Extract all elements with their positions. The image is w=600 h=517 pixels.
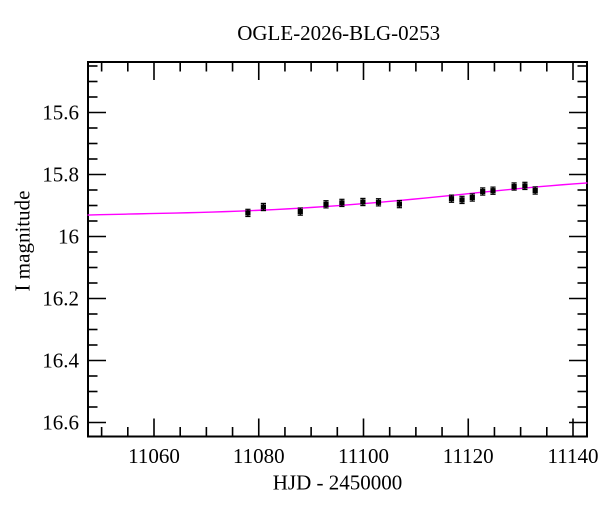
svg-text:11060: 11060 [128, 444, 180, 468]
svg-text:16.6: 16.6 [42, 411, 79, 435]
svg-text:HJD - 2450000: HJD - 2450000 [273, 471, 403, 495]
svg-text:11100: 11100 [338, 444, 389, 468]
svg-text:16.4: 16.4 [42, 349, 79, 373]
svg-text:16: 16 [58, 225, 79, 249]
svg-text:16.2: 16.2 [42, 287, 79, 311]
svg-text:OGLE-2026-BLG-0253: OGLE-2026-BLG-0253 [237, 21, 440, 45]
svg-text:15.6: 15.6 [42, 101, 79, 125]
svg-text:11080: 11080 [233, 444, 285, 468]
svg-text:11140: 11140 [548, 444, 599, 468]
svg-text:11120: 11120 [443, 444, 494, 468]
svg-text:15.8: 15.8 [42, 163, 79, 187]
svg-text:I magnitude: I magnitude [11, 191, 35, 292]
